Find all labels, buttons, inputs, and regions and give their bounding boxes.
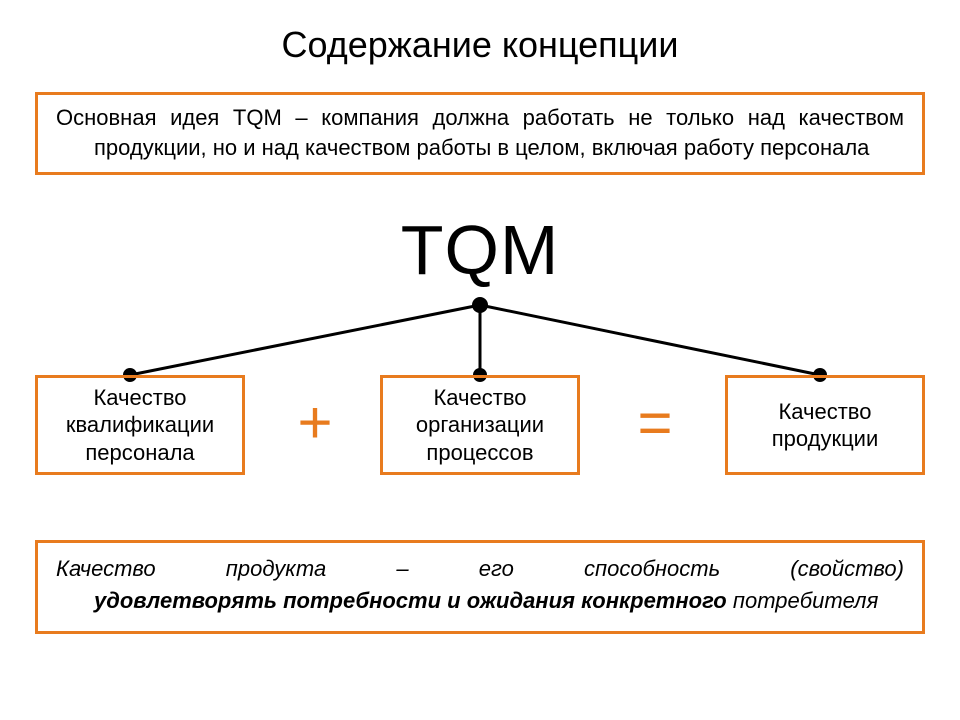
component-label-0: Качествоквалификацииперсонала [66, 384, 214, 467]
component-box-2: Качествопродукции [725, 375, 925, 475]
main-idea-box: Основная идея TQM – компания должна рабо… [35, 92, 925, 175]
operator-plus: + [280, 388, 350, 457]
main-idea-line1: Основная идея TQM – компания должна рабо… [56, 105, 904, 130]
definition-box: Качество продукта – его способность (сво… [35, 540, 925, 634]
component-label-1: Качествоорганизациипроцессов [416, 384, 544, 467]
operator-equals: = [620, 388, 690, 457]
main-idea-line2: продукции, но и над качеством работы в ц… [56, 133, 904, 163]
definition-continuation: удовлетворять потребности и ожидания кон… [56, 585, 904, 617]
tqm-center-label: TQM [0, 210, 960, 290]
page-title: Содержание концепции [0, 24, 960, 66]
component-box-0: Качествоквалификацииперсонала [35, 375, 245, 475]
component-label-2: Качествопродукции [772, 398, 879, 453]
component-box-1: Качествоорганизациипроцессов [380, 375, 580, 475]
definition-line1: Качество продукта – его способность (сво… [56, 556, 904, 581]
